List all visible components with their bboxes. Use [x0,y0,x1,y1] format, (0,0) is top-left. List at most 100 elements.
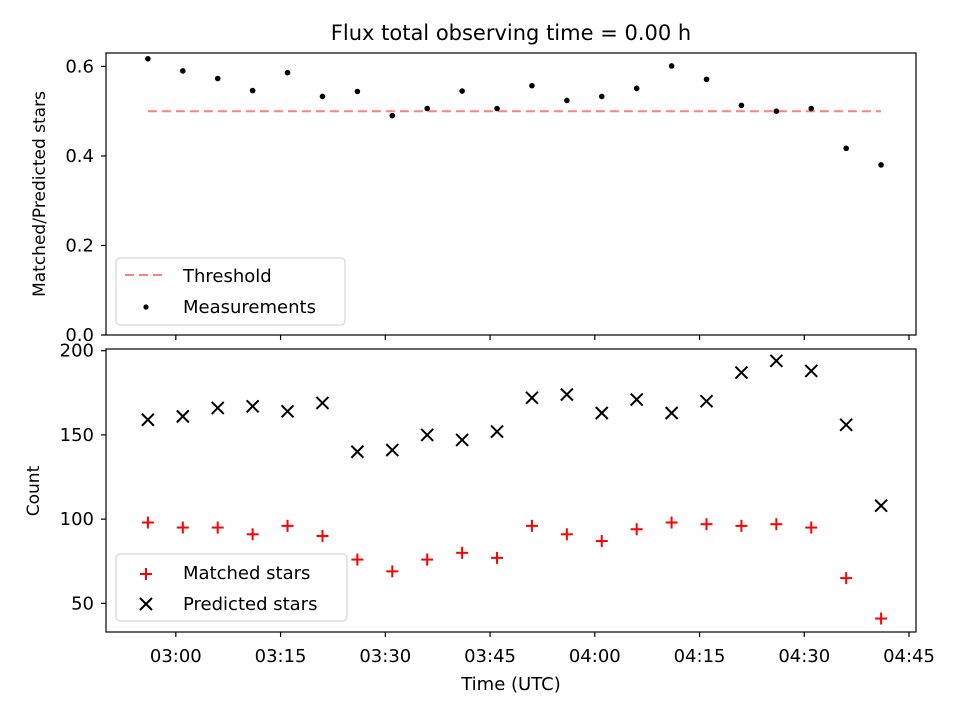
measurement-point [598,93,605,100]
measurement-point [249,87,256,94]
x-tick-label: 03:15 [255,646,307,667]
matched-star-point [525,519,538,532]
predicted-star-point [734,365,749,380]
measurement-point [459,88,465,94]
x-tick-label: 04:45 [883,646,935,667]
matched-star-point [386,565,399,578]
top-y-axis-label: Matched/Predicted stars [30,91,50,297]
predicted-star-point [455,433,469,447]
bottom-y-axis-label: Count [24,465,44,516]
legend-threshold-label: Threshold [182,266,272,287]
top-series-layer [145,56,884,168]
matched-star-point [770,518,783,531]
matched-star-point [700,518,713,531]
x-tick-label: 04:00 [569,646,621,667]
matched-star-point [630,523,643,536]
predicted-star-point [560,387,574,402]
predicted-star-point [804,364,818,378]
matched-star-point [875,612,888,625]
predicted-star-point [211,401,225,415]
predicted-star-point [839,418,853,432]
matched-star-point [665,516,678,529]
measurement-point [354,88,361,95]
legend-matched-label: Matched stars [183,563,310,584]
predicted-star-point [350,445,365,459]
matched-star-point [560,528,573,541]
measurement-point [214,75,221,82]
matched-star-point [211,521,224,534]
x-tick-label: 04:15 [674,646,726,667]
top-legend: Threshold Measurements [115,257,346,326]
bottom-y-tick-label: 150 [60,425,94,446]
legend-matched-swatch [140,568,152,580]
predicted-star-point [664,406,679,420]
bottom-x-ticks: 03:00 03:15 03:30 03:45 04:00 04:15 04:30 04:45 [150,632,935,667]
matched-star-point [351,553,364,566]
predicted-star-point [245,399,260,413]
measurement-point [319,93,326,100]
bottom-axes-frame [105,348,917,633]
matched-star-point [176,521,189,534]
measurement-point [738,102,745,109]
matched-star-point [735,519,748,532]
x-tick-label: 04:30 [778,646,830,667]
bottom-legend-box [115,553,348,622]
predicted-star-point [280,404,295,419]
x-tick-label: 03:30 [359,646,411,667]
legend-predicted-swatch [139,597,153,611]
measurement-point [564,97,570,104]
top-legend-box [115,257,346,326]
top-y-tick-label: 0.2 [65,235,94,256]
measurement-point [180,68,186,74]
predicted-star-point [874,498,888,513]
bottom-series-layer [141,354,888,625]
legend-measurements-label: Measurements [183,297,316,318]
measurement-point [145,56,151,62]
measurement-point [424,105,431,112]
measurement-point [633,85,640,92]
bottom-y-tick-label: 50 [71,593,94,614]
bottom-y-tick-label: 200 [60,341,94,362]
chart-title: Flux total observing time = 0.00 h [331,21,691,45]
matched-star-point [805,521,818,534]
matched-star-point [491,551,504,564]
x-axis-label: Time (UTC) [460,674,561,695]
measurement-point [389,112,396,119]
predicted-star-point [141,413,155,427]
predicted-star-point [385,443,400,457]
measurement-point [808,105,815,112]
measurement-point [878,162,884,168]
bottom-y-ticks: 50 100 150 200 [60,341,106,614]
legend-predicted-label: Predicted stars [183,594,317,615]
predicted-star-point [315,396,330,410]
measurement-point [494,105,500,112]
top-y-ticks: 0.0 0.2 0.4 0.6 [65,56,106,346]
x-tick-label: 03:45 [464,646,516,667]
measurement-point [284,69,291,76]
matched-star-point [595,535,608,548]
top-x-ticks [175,335,910,340]
top-y-tick-label: 0.4 [65,146,94,167]
measurement-point [703,76,710,83]
predicted-star-point [525,391,539,405]
predicted-star-point [629,392,644,407]
predicted-star-point [699,394,714,408]
predicted-star-point [769,354,784,368]
matched-star-point [840,572,853,585]
matched-star-point [141,516,154,529]
bottom-y-tick-label: 100 [60,509,94,530]
matched-star-point [246,528,259,541]
matched-star-point [456,546,469,559]
matched-star-point [281,519,294,532]
measurement-point [529,82,535,89]
matched-star-point [316,529,329,542]
matched-star-point [421,553,434,566]
measurement-point [773,108,780,114]
measurement-point [843,145,849,152]
predicted-star-point [490,424,504,439]
top-y-tick-label: 0.6 [65,56,94,77]
top-y-tick-label: 0.0 [65,325,94,346]
measurement-point [668,63,675,69]
legend-measurements-swatch [143,304,149,310]
